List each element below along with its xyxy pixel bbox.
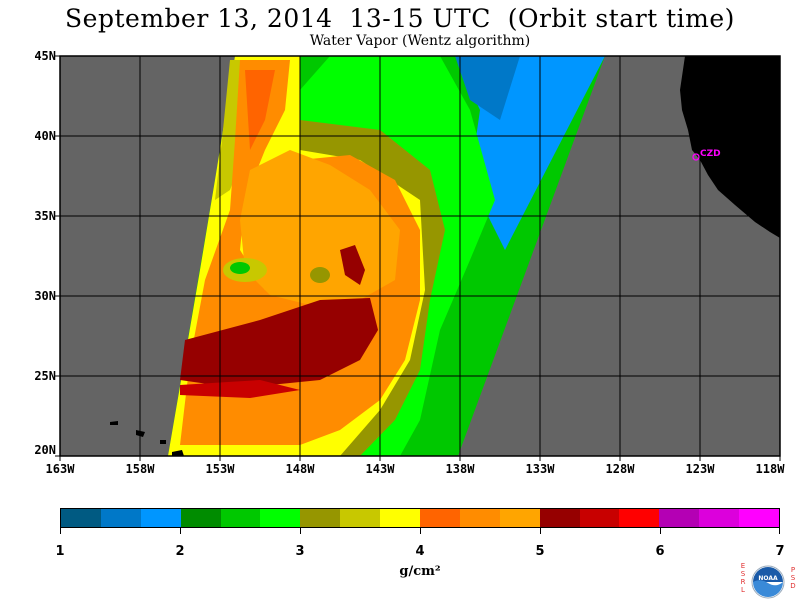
colorbar (60, 508, 780, 528)
page-title: September 13, 2014 13-15 UTC (Orbit star… (65, 4, 735, 33)
colorbar-swatch (300, 509, 341, 527)
grid-lines (60, 56, 780, 456)
lat-label-30n: 30N (34, 289, 56, 303)
colorbar-swatch (260, 509, 301, 527)
colorbar-label-7: 7 (775, 544, 785, 559)
colorbar-swatch (420, 509, 460, 527)
station-marker (692, 153, 700, 161)
page-subtitle: Water Vapor (Wentz algorithm) (309, 33, 531, 49)
swath-dry-zone-2 (455, 56, 520, 120)
colorbar-swatch (659, 509, 700, 527)
colorbar-swatch (380, 509, 421, 527)
swath-redorange (245, 70, 275, 150)
colorbar-swatch (499, 509, 540, 527)
colorbar-swatch (220, 509, 261, 527)
lat-label-35n: 35N (34, 209, 56, 223)
lon-label-153w: 153W (205, 462, 235, 476)
colorbar-swatch (459, 509, 500, 527)
swath-red-spot (340, 245, 365, 285)
lon-label-128w: 128W (605, 462, 635, 476)
svg-text:NOAA: NOAA (758, 575, 778, 582)
lon-label-123w: 123W (685, 462, 715, 476)
hawaii-island-4 (172, 450, 184, 456)
lon-label-138w: 138W (445, 462, 475, 476)
map-frame (59, 55, 781, 457)
swath-red-streak (180, 380, 300, 398)
eye-center (230, 262, 250, 274)
lat-label-20n: 20N (34, 443, 56, 457)
lon-label-133w: 133W (525, 462, 555, 476)
colorbar-swatch (340, 509, 381, 527)
colorbar-swatch (180, 509, 221, 527)
lon-label-158w: 158W (125, 462, 155, 476)
colorbar-label-3: 3 (295, 544, 305, 559)
colorbar-swatch (539, 509, 580, 527)
colorbar-swatch (739, 509, 780, 527)
colorbar-label-4: 4 (415, 544, 425, 559)
colorbar-swatch (699, 509, 740, 527)
lon-label-163w: 163W (45, 462, 75, 476)
lon-label-118w: 118W (755, 462, 785, 476)
lat-label-25n: 25N (34, 369, 56, 383)
colorbar-swatch (619, 509, 660, 527)
hawaii-island-3 (160, 440, 166, 444)
colorbar-swatch (61, 509, 101, 527)
colorbar-unit: g/cm² (399, 564, 441, 579)
colorbar-label-2: 2 (175, 544, 185, 559)
lon-label-148w: 148W (285, 462, 315, 476)
hawaii-island-1 (110, 421, 118, 425)
colorbar-label-5: 5 (535, 544, 545, 559)
land-north-america (680, 56, 780, 238)
lat-label-45n: 45N (34, 49, 56, 63)
swath-dark-red-plume (180, 298, 378, 385)
colorbar-swatch (140, 509, 181, 527)
colorbar-swatch (100, 509, 141, 527)
colorbar-label-6: 6 (655, 544, 665, 559)
secondary-ring (310, 267, 330, 283)
lon-label-143w: 143W (365, 462, 395, 476)
colorbar-label-1: 1 (55, 544, 65, 559)
station-label: CZD (700, 149, 721, 159)
colorbar-swatch (579, 509, 620, 527)
noaa-seal-icon: NOAA (751, 565, 785, 599)
lat-label-40n: 40N (34, 129, 56, 143)
